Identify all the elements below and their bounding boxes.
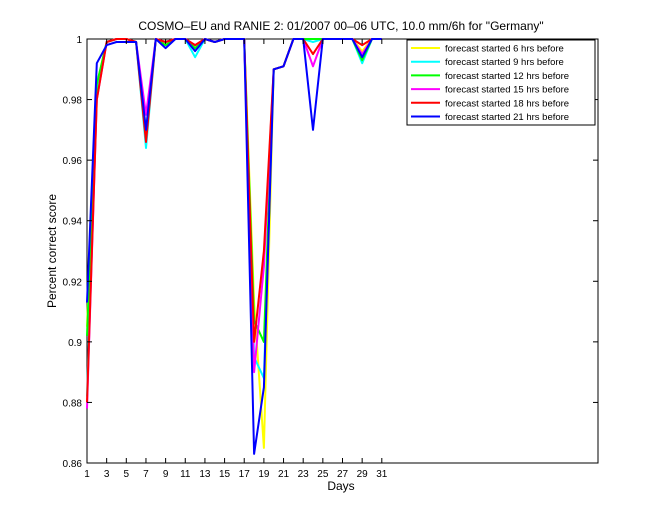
legend-entries: forecast started 6 hrs before forecast st… [411, 44, 569, 123]
x-tick-label: 13 [199, 469, 211, 480]
legend-label-3: forecast started 15 hrs before [445, 85, 569, 96]
x-tick-label: 9 [163, 469, 169, 480]
y-tick-label: 0.98 [63, 96, 83, 107]
series-layer [86, 38, 382, 455]
x-tick-label: 15 [219, 469, 231, 480]
x-tick-label: 21 [278, 469, 290, 480]
y-tick-label: 0.92 [63, 277, 83, 288]
y-tick-label: 1 [76, 35, 82, 46]
tick-layer: 1 3 5 7 9 11 13 15 17 19 21 23 25 27 29 310.860.880.90.… [63, 35, 598, 480]
legend-label-0: forecast started 6 hrs before [445, 44, 564, 55]
series-line-5 [86, 38, 382, 455]
x-axis-label: Days [327, 479, 354, 493]
legend-label-4: forecast started 18 hrs before [445, 98, 569, 109]
y-tick-label: 0.88 [63, 398, 83, 409]
x-tick-label: 29 [357, 469, 369, 480]
legend-box [406, 39, 596, 126]
x-tick-label: 7 [143, 469, 149, 480]
legend-label-5: forecast started 21 hrs before [445, 112, 569, 123]
y-tick-label: 0.86 [63, 459, 83, 470]
x-tick-label: 27 [337, 469, 349, 480]
y-tick-label: 0.96 [63, 156, 83, 167]
y-tick-label: 0.9 [68, 338, 82, 349]
x-tick-label: 17 [239, 469, 251, 480]
x-tick-label: 5 [124, 469, 130, 480]
legend: forecast started 6 hrs before forecast st… [406, 39, 596, 126]
x-tick-label: 25 [317, 469, 329, 480]
y-axis-label: Percent correct score [45, 194, 59, 308]
legend-label-1: forecast started 9 hrs before [445, 57, 564, 68]
x-tick-label: 19 [258, 469, 270, 480]
x-tick-label: 3 [104, 469, 110, 480]
x-tick-label: 1 [84, 469, 90, 480]
x-tick-label: 11 [180, 469, 191, 480]
x-tick-label: 23 [298, 469, 310, 480]
chart-title: COSMO–EU and RANIE 2: 01/2007 00–06 UTC,… [138, 19, 543, 33]
x-tick-label: 31 [376, 469, 388, 480]
legend-label-2: forecast started 12 hrs before [445, 71, 569, 82]
y-tick-label: 0.94 [63, 217, 83, 228]
